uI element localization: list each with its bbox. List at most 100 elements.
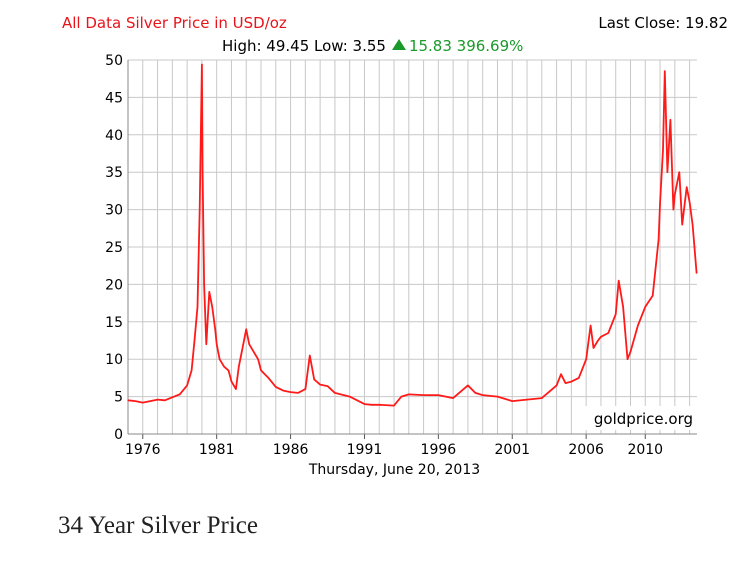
data-point [363, 403, 366, 405]
high-low-label: High: 49.45 Low: 3.55 [222, 37, 386, 55]
data-point [496, 396, 499, 398]
x-tick-label: 2001 [494, 442, 530, 458]
x-axis-label: Thursday, June 20, 2013 [308, 462, 480, 478]
data-point [681, 223, 683, 226]
x-tick-label: 1996 [421, 442, 457, 458]
data-point [227, 369, 230, 372]
data-point [589, 324, 592, 327]
up-arrow-icon [391, 39, 406, 50]
data-point [186, 384, 188, 386]
y-tick-label: 25 [105, 240, 123, 256]
data-point [297, 392, 299, 394]
data-point [201, 63, 203, 66]
data-point [216, 343, 218, 345]
data-point [689, 201, 691, 203]
y-tick-label: 35 [105, 165, 123, 181]
data-point [678, 171, 680, 173]
watermark-box [576, 406, 695, 430]
data-point [674, 194, 676, 196]
data-point [393, 404, 395, 407]
data-point [202, 171, 204, 173]
data-point [666, 171, 669, 173]
data-point [260, 369, 262, 372]
data-point [349, 396, 351, 398]
y-tick-label: 40 [105, 128, 123, 144]
silver-price-chart: All Data Silver Price in USD/oz Last Clo… [62, 14, 728, 478]
x-tick-label: 2010 [627, 442, 663, 458]
data-point [205, 343, 207, 345]
data-point [223, 366, 225, 368]
y-tick-label: 0 [114, 427, 123, 443]
data-point [474, 392, 476, 394]
data-point [334, 392, 336, 394]
data-point [659, 201, 661, 203]
data-point [235, 388, 237, 390]
data-point [526, 398, 528, 401]
data-point [600, 336, 602, 338]
data-point [585, 358, 587, 360]
data-point [564, 382, 567, 384]
data-point [560, 373, 562, 375]
data-point [452, 397, 454, 399]
data-point [626, 358, 629, 360]
data-point [289, 391, 292, 393]
data-point [199, 209, 201, 211]
data-point [597, 339, 599, 342]
data-point [607, 332, 609, 334]
data-point [245, 328, 247, 330]
data-point [629, 351, 632, 353]
data-point [570, 381, 572, 383]
data-point [652, 295, 654, 297]
data-point [190, 369, 193, 372]
x-tick-label: 1986 [273, 442, 309, 458]
x-tick-label: 2006 [568, 442, 604, 458]
data-point [304, 388, 306, 390]
data-point [408, 393, 410, 395]
data-point [203, 283, 205, 285]
y-tick-label: 5 [114, 390, 123, 406]
data-point [578, 377, 580, 379]
data-point [662, 149, 664, 151]
data-point [309, 354, 311, 357]
data-point [171, 396, 173, 398]
data-point [267, 377, 270, 379]
data-point [326, 385, 329, 387]
data-point [672, 209, 674, 211]
y-tick-label: 10 [105, 352, 123, 368]
data-point [208, 291, 210, 293]
data-point [156, 398, 159, 401]
page-caption: 34 Year Silver Price [58, 512, 258, 539]
data-point [511, 400, 513, 402]
last-close-label: Last Close: 19.82 [598, 14, 728, 32]
data-point [230, 381, 233, 383]
data-point [179, 393, 181, 395]
y-tick-label: 30 [105, 203, 123, 219]
chart-title: All Data Silver Price in USD/oz [62, 14, 287, 32]
data-point [275, 386, 277, 388]
data-point [592, 347, 595, 349]
data-point [142, 401, 144, 404]
data-point [134, 400, 136, 402]
x-tick-label: 1981 [199, 442, 235, 458]
data-point [241, 351, 243, 353]
data-point [282, 390, 284, 392]
data-point [319, 384, 321, 386]
x-tick-label: 1976 [125, 442, 161, 458]
silver-price-line [127, 63, 698, 407]
data-point [615, 313, 617, 315]
y-tick-label: 20 [105, 277, 123, 293]
data-point [378, 404, 380, 406]
data-point [214, 328, 216, 330]
chart-plot: 0 5 10 15 20 25 30 35 40 45 50 1976 1981 1986 1991 1996… [105, 53, 698, 478]
data-point [127, 399, 129, 401]
data-point [541, 397, 543, 399]
data-point [644, 306, 646, 308]
data-point [196, 306, 199, 308]
data-point [467, 384, 469, 386]
data-point [211, 306, 213, 308]
y-tick-label: 45 [105, 90, 123, 106]
y-tick-label: 15 [105, 315, 123, 331]
data-point [695, 272, 698, 274]
data-point [637, 324, 639, 327]
data-point [555, 384, 558, 386]
